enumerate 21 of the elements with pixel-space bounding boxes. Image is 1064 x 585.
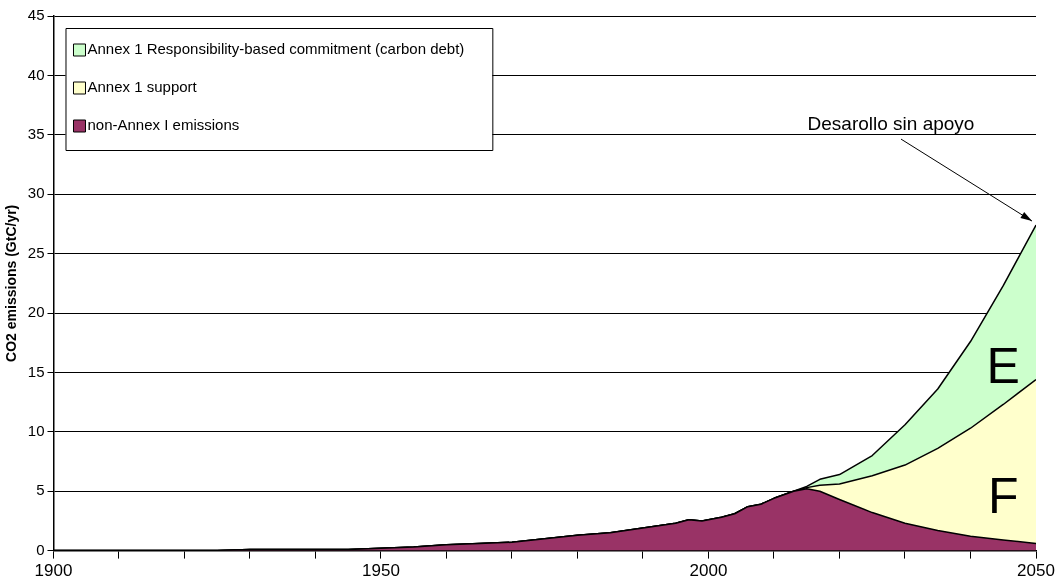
legend-label: Annex 1 support [87, 78, 198, 96]
x-tick-label: 1900 [34, 561, 73, 581]
x-tick-label: 2000 [689, 561, 728, 581]
y-tick-label: 25 [27, 243, 45, 261]
legend-label: non-Annex I emissions [87, 116, 240, 134]
x-tick-label: 2050 [1017, 561, 1055, 581]
y-tick-label: 15 [27, 362, 45, 380]
annotation: Desarollo sin apoyo [807, 113, 975, 135]
legend-label: Annex 1 Responsibility-based commitment (carbon debt) [87, 40, 465, 58]
x-tick-label: 1950 [362, 561, 400, 581]
y-tick-label: 0 [36, 540, 45, 558]
y-axis-title: CO2 emissions (GtC/yr) [3, 204, 20, 362]
y-tick-label: 45 [27, 6, 45, 24]
annotation: F [987, 468, 1019, 525]
y-tick-label: 30 [27, 184, 45, 202]
y-tick-label: 35 [27, 124, 45, 142]
y-tick-label: 20 [27, 303, 45, 321]
y-tick-label: 40 [27, 65, 45, 83]
y-tick-label: 10 [27, 421, 45, 439]
annotation: E [986, 337, 1020, 394]
y-tick-label: 5 [36, 481, 45, 499]
